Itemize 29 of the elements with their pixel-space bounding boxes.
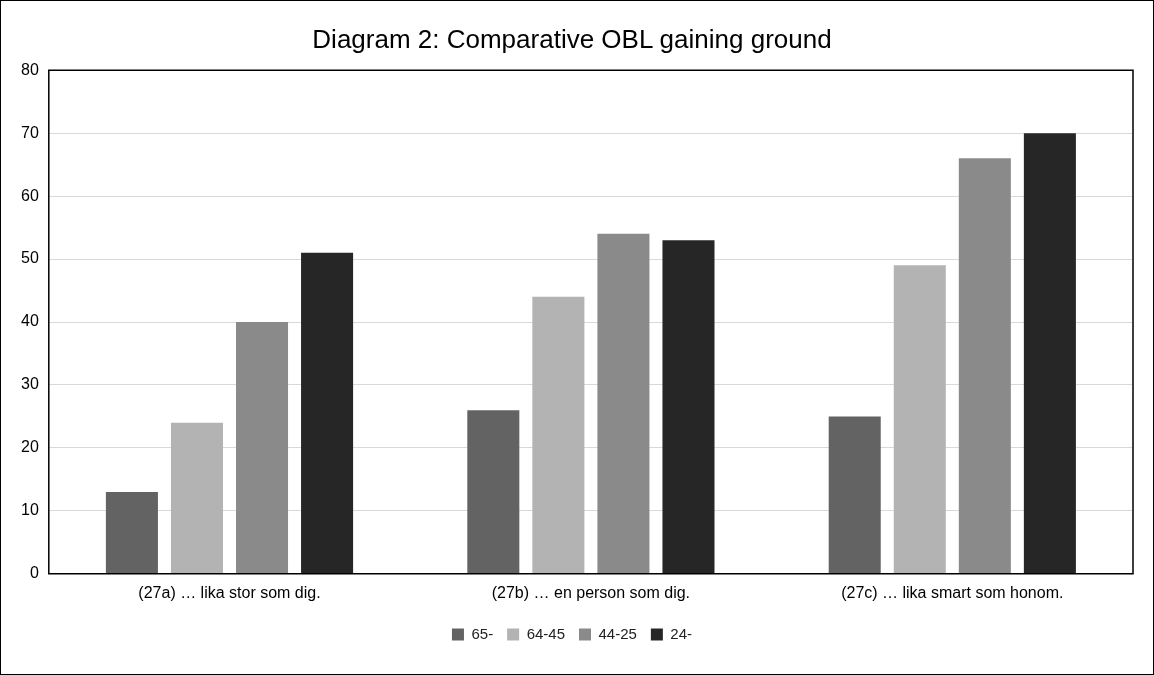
y-tick-label: 70: [21, 123, 39, 141]
legend-label: 24-: [670, 624, 693, 642]
bar: [662, 240, 715, 574]
bar: [532, 296, 585, 574]
chart-title: Diagram 2: Comparative OBL gaining ground: [312, 23, 832, 54]
bar: [170, 422, 223, 574]
bar: [236, 322, 289, 574]
bar: [958, 158, 1011, 574]
legend-label: 44-25: [598, 624, 637, 642]
y-tick-label: 20: [21, 438, 39, 456]
y-tick-label: 30: [21, 375, 39, 393]
legend-label: 65-: [471, 624, 494, 642]
y-tick-label: 50: [21, 249, 39, 267]
y-tick-label: 60: [21, 186, 39, 204]
x-tick-label: (27b) … en person som dig.: [491, 583, 691, 601]
y-tick-label: 0: [29, 564, 39, 582]
bar: [301, 252, 354, 574]
x-tick-label: (27c) … lika smart som honom.: [841, 583, 1064, 601]
x-tick-label: (27a) … lika stor som dig.: [138, 583, 321, 601]
bar: [828, 416, 881, 574]
bar: [893, 265, 946, 574]
bar: [597, 233, 650, 574]
legend-label: 64-45: [526, 624, 566, 642]
y-tick-label: 10: [21, 501, 39, 519]
y-tick-label: 80: [21, 60, 39, 78]
bar: [105, 491, 158, 574]
y-tick-label: 40: [21, 312, 39, 330]
bar: [467, 410, 520, 574]
bar: [1023, 133, 1076, 574]
